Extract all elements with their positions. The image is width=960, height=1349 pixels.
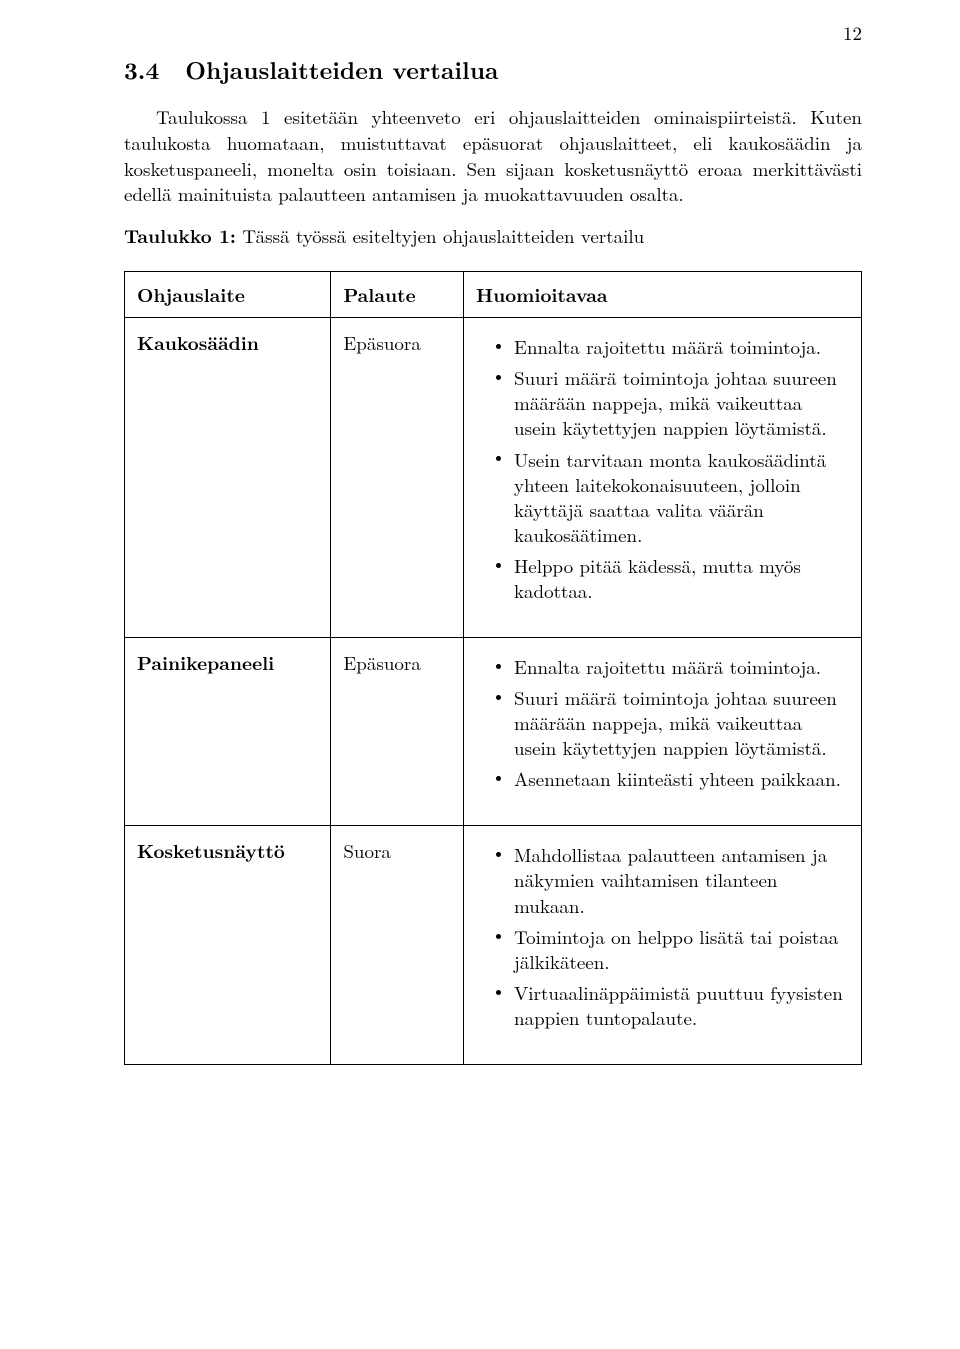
notes-list: Ennalta rajoitettu määrä toimintoja. Suu…	[476, 334, 849, 603]
notes-list: Mahdollistaa palautteen antamisen ja näk…	[476, 842, 849, 1030]
caption-label: Taulukko 1:	[124, 221, 236, 249]
col-header-feedback: Palaute	[331, 271, 464, 318]
list-item: Ennalta rajoitettu määrä toimintoja.	[496, 334, 849, 359]
list-item: Ennalta rajoitettu määrä toimintoja.	[496, 654, 849, 679]
list-item: Virtuaalinäppäimistä puuttuu fyysisten n…	[496, 980, 849, 1030]
list-item: Toimintoja on helppo lisätä tai poistaa …	[496, 924, 849, 974]
section-heading: 3.4 Ohjauslaitteiden vertailua	[124, 54, 862, 86]
intro-paragraph: Taulukossa 1 esitetään yhteenveto eri oh…	[124, 104, 862, 207]
table-row: Kaukosäädin Epäsuora Ennalta rajoitettu …	[125, 318, 862, 638]
col-header-notes: Huomioitavaa	[464, 271, 862, 318]
section-title: Ohjauslaitteiden vertailua	[185, 53, 498, 87]
table-row: Kosketusnäyttö Suora Mahdollistaa palaut…	[125, 826, 862, 1065]
col-header-device: Ohjauslaite	[125, 271, 331, 318]
notes-cell: Mahdollistaa palautteen antamisen ja näk…	[464, 826, 862, 1065]
table-row: Painikepaneeli Epäsuora Ennalta rajoitet…	[125, 638, 862, 826]
notes-cell: Ennalta rajoitettu määrä toimintoja. Suu…	[464, 638, 862, 826]
device-cell: Kosketusnäyttö	[125, 826, 331, 1065]
notes-list: Ennalta rajoitettu määrä toimintoja. Suu…	[476, 654, 849, 791]
caption-text: Tässä työssä esiteltyjen ohjauslaitteide…	[242, 222, 644, 249]
feedback-cell: Suora	[331, 826, 464, 1065]
page-number: 12	[843, 20, 862, 46]
comparison-table: Ohjauslaite Palaute Huomioitavaa Kaukosä…	[124, 271, 862, 1065]
list-item: Suuri määrä toimintoja johtaa suureen mä…	[496, 365, 849, 440]
list-item: Suuri määrä toimintoja johtaa suureen mä…	[496, 685, 849, 760]
table-header-row: Ohjauslaite Palaute Huomioitavaa	[125, 271, 862, 318]
list-item: Usein tarvitaan monta kaukosäädintä yhte…	[496, 447, 849, 547]
page: 12 3.4 Ohjauslaitteiden vertailua Tauluko…	[0, 0, 960, 1349]
device-cell: Painikepaneeli	[125, 638, 331, 826]
list-item: Helppo pitää kädessä, mutta myös kadotta…	[496, 553, 849, 603]
section-number: 3.4	[124, 53, 159, 87]
notes-cell: Ennalta rajoitettu määrä toimintoja. Suu…	[464, 318, 862, 638]
list-item: Mahdollistaa palautteen antamisen ja näk…	[496, 842, 849, 917]
list-item: Asennetaan kiinteästi yhteen paikkaan.	[496, 766, 849, 791]
feedback-cell: Epäsuora	[331, 638, 464, 826]
table-caption: Taulukko 1: Tässä työssä esiteltyjen ohj…	[124, 223, 862, 249]
device-cell: Kaukosäädin	[125, 318, 331, 638]
feedback-cell: Epäsuora	[331, 318, 464, 638]
